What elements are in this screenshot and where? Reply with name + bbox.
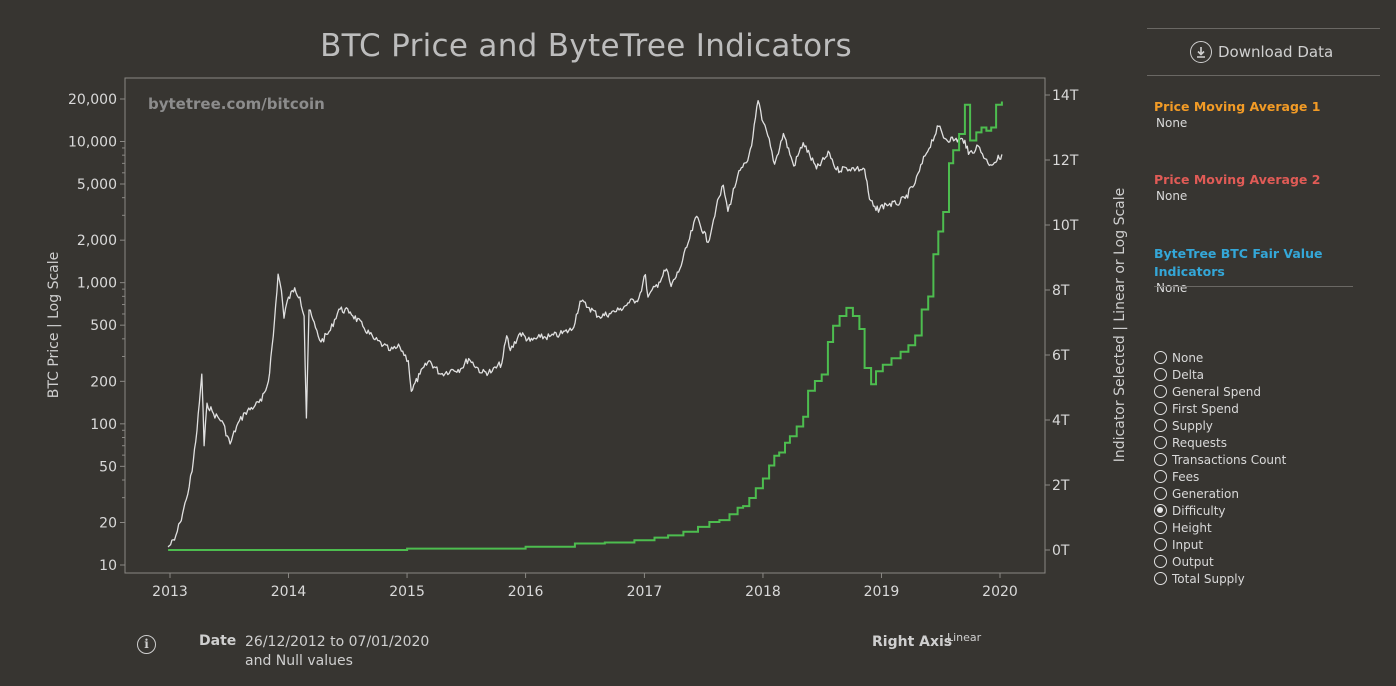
y-left-tick-label: 1,000 bbox=[77, 276, 117, 292]
x-tick-label: 2016 bbox=[508, 584, 544, 600]
indicator-option-none[interactable]: None bbox=[1154, 349, 1286, 366]
indicator-option-label: First Spend bbox=[1172, 401, 1239, 416]
indicator-option-label: Total Supply bbox=[1172, 571, 1245, 586]
indicator-option-label: Supply bbox=[1172, 418, 1213, 433]
indicator-option-label: Transactions Count bbox=[1172, 452, 1287, 467]
y-right-tick-label: 14T bbox=[1052, 88, 1079, 104]
indicator-option-label: Input bbox=[1172, 537, 1204, 552]
indicator-option-label: Requests bbox=[1172, 435, 1227, 450]
radio-icon bbox=[1154, 504, 1167, 517]
y-left-tick-label: 10,000 bbox=[68, 134, 117, 150]
y-right-tick-label: 0T bbox=[1052, 543, 1070, 559]
radio-icon bbox=[1154, 436, 1167, 449]
radio-icon bbox=[1154, 572, 1167, 585]
panel-divider-top bbox=[1147, 28, 1380, 29]
y-axis-left-title: BTC Price | Log Scale bbox=[46, 252, 62, 398]
date-range-line2: and Null values bbox=[245, 653, 353, 669]
right-axis-mode[interactable]: Linear bbox=[947, 631, 982, 644]
download-icon bbox=[1190, 41, 1212, 63]
y-left-tick-label: 200 bbox=[90, 374, 117, 390]
y-right-tick-label: 10T bbox=[1052, 218, 1079, 234]
param-title-fair-value: ByteTree BTC Fair Value Indicators bbox=[1154, 246, 1323, 279]
radio-icon bbox=[1154, 385, 1167, 398]
indicator-option-first-spend[interactable]: First Spend bbox=[1154, 400, 1286, 417]
indicator-option-label: Fees bbox=[1172, 469, 1200, 484]
y-left-tick-label: 50 bbox=[99, 459, 117, 475]
chart-title: BTC Price and ByteTree Indicators bbox=[320, 28, 852, 64]
param-value-ma1[interactable]: None bbox=[1156, 116, 1188, 130]
y-left-tick-label: 20 bbox=[99, 516, 117, 532]
radio-icon bbox=[1154, 555, 1167, 568]
y-left-tick-label: 500 bbox=[90, 318, 117, 334]
download-label: Download Data bbox=[1218, 43, 1334, 61]
x-tick-label: 2019 bbox=[864, 584, 900, 600]
difficulty-indicator-line bbox=[168, 101, 1003, 551]
fair-value-underline bbox=[1154, 286, 1353, 287]
x-tick-label: 2018 bbox=[745, 584, 781, 600]
y-right-tick-label: 2T bbox=[1052, 478, 1070, 494]
y-axis-right-title: Indicator Selected | Linear or Log Scale bbox=[1112, 188, 1128, 462]
param-value-fair-value[interactable]: None bbox=[1156, 281, 1188, 295]
x-tick-label: 2017 bbox=[627, 584, 663, 600]
indicator-option-label: Delta bbox=[1172, 367, 1205, 382]
indicator-option-label: Generation bbox=[1172, 486, 1239, 501]
y-right-tick-label: 12T bbox=[1052, 153, 1079, 169]
radio-icon bbox=[1154, 453, 1167, 466]
indicator-option-label: Height bbox=[1172, 520, 1212, 535]
indicator-radio-list: None Delta General Spend First Spend Supply R… bbox=[1154, 349, 1286, 587]
indicator-option-output[interactable]: Output bbox=[1154, 553, 1286, 570]
radio-icon bbox=[1154, 538, 1167, 551]
radio-icon bbox=[1154, 521, 1167, 534]
y-right-tick-label: 6T bbox=[1052, 348, 1070, 364]
indicator-option-label: Difficulty bbox=[1172, 503, 1226, 518]
radio-icon bbox=[1154, 487, 1167, 500]
x-tick-label: 2014 bbox=[271, 584, 307, 600]
indicator-option-general-spend[interactable]: General Spend bbox=[1154, 383, 1286, 400]
y-right-tick-label: 4T bbox=[1052, 413, 1070, 429]
y-left-tick-label: 5,000 bbox=[77, 177, 117, 193]
y-left-tick-label: 10 bbox=[99, 558, 117, 574]
param-title-ma2: Price Moving Average 2 bbox=[1154, 172, 1321, 187]
indicator-option-label: General Spend bbox=[1172, 384, 1261, 399]
info-icon[interactable]: i bbox=[137, 635, 156, 654]
btc-price-line bbox=[167, 99, 1003, 548]
watermark: bytetree.com/bitcoin bbox=[148, 95, 325, 113]
radio-icon bbox=[1154, 402, 1167, 415]
download-data-button[interactable]: Download Data bbox=[1190, 40, 1333, 64]
x-tick-label: 2015 bbox=[389, 584, 425, 600]
x-tick-label: 2013 bbox=[152, 584, 188, 600]
plot-frame bbox=[124, 77, 1046, 574]
indicator-option-label: None bbox=[1172, 350, 1204, 365]
indicator-option-height[interactable]: Height bbox=[1154, 519, 1286, 536]
param-title-ma1: Price Moving Average 1 bbox=[1154, 99, 1321, 114]
indicator-option-fees[interactable]: Fees bbox=[1154, 468, 1286, 485]
indicator-option-supply[interactable]: Supply bbox=[1154, 417, 1286, 434]
indicator-option-requests[interactable]: Requests bbox=[1154, 434, 1286, 451]
indicator-option-transactions-count[interactable]: Transactions Count bbox=[1154, 451, 1286, 468]
indicator-option-delta[interactable]: Delta bbox=[1154, 366, 1286, 383]
indicator-option-label: Output bbox=[1172, 554, 1214, 569]
y-left-tick-label: 2,000 bbox=[77, 233, 117, 249]
date-filter-label: Date bbox=[199, 633, 237, 649]
indicator-option-input[interactable]: Input bbox=[1154, 536, 1286, 553]
date-range-line1: 26/12/2012 to 07/01/2020 bbox=[245, 634, 430, 650]
right-axis-label: Right Axis bbox=[872, 634, 953, 650]
y-left-tick-label: 20,000 bbox=[68, 92, 117, 108]
indicator-option-difficulty[interactable]: Difficulty bbox=[1154, 502, 1286, 519]
x-tick-label: 2020 bbox=[982, 584, 1018, 600]
radio-icon bbox=[1154, 351, 1167, 364]
date-filter-range[interactable]: 26/12/2012 to 07/01/2020 and Null values bbox=[245, 633, 429, 671]
y-right-tick-label: 8T bbox=[1052, 283, 1070, 299]
indicator-option-total-supply[interactable]: Total Supply bbox=[1154, 570, 1286, 587]
indicator-option-generation[interactable]: Generation bbox=[1154, 485, 1286, 502]
param-value-ma2[interactable]: None bbox=[1156, 189, 1188, 203]
radio-icon bbox=[1154, 419, 1167, 432]
panel-divider-mid bbox=[1147, 75, 1380, 76]
radio-icon bbox=[1154, 470, 1167, 483]
y-left-tick-label: 100 bbox=[90, 417, 117, 433]
radio-icon bbox=[1154, 368, 1167, 381]
